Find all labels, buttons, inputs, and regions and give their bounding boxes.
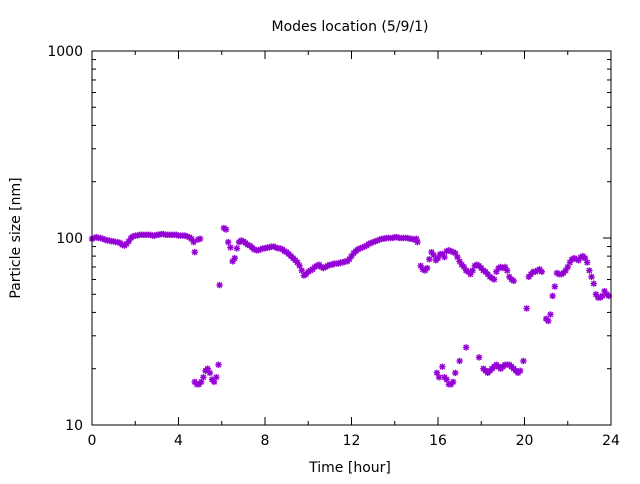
data-point <box>588 273 595 281</box>
data-point <box>510 277 517 285</box>
tick-labels: 0 4 8 12 16 20 24 10 100 1000 <box>47 44 620 449</box>
data-point <box>449 378 457 386</box>
chart-title: Modes location (5/9/1) <box>272 19 429 35</box>
data-point <box>605 292 613 300</box>
data-point <box>196 235 204 243</box>
data-point <box>523 305 530 312</box>
data-point <box>545 317 552 325</box>
data-point <box>549 292 556 300</box>
data-point <box>222 226 230 233</box>
data-point <box>547 311 554 318</box>
data-point <box>430 251 437 259</box>
x-tick-label: 16 <box>429 433 447 449</box>
data-point <box>590 280 597 287</box>
data-point <box>475 354 483 361</box>
data-point <box>452 369 459 377</box>
x-tick-label: 4 <box>174 433 183 449</box>
x-tick-label: 8 <box>261 433 270 449</box>
data-points <box>88 224 613 388</box>
data-point <box>231 254 238 262</box>
data-point <box>439 363 446 370</box>
data-point <box>456 357 463 365</box>
data-point <box>414 238 421 246</box>
data-point <box>233 245 241 252</box>
plot-frame <box>91 50 612 426</box>
y-tick-label: 10 <box>65 418 83 434</box>
data-point <box>516 367 524 374</box>
data-point <box>426 256 433 263</box>
y-tick-label: 1000 <box>47 44 83 60</box>
data-point <box>298 267 305 274</box>
x-axis-title: Time [hour] <box>308 460 391 476</box>
data-point <box>538 268 545 275</box>
x-tick-label: 24 <box>602 433 620 449</box>
data-point <box>551 283 558 290</box>
data-point <box>520 357 527 365</box>
data-point <box>215 361 222 368</box>
data-point <box>462 344 470 351</box>
y-tick-label: 100 <box>56 231 83 247</box>
data-point <box>200 374 207 381</box>
data-point <box>225 238 232 246</box>
data-point <box>586 267 593 274</box>
data-point <box>229 258 236 265</box>
data-point <box>213 374 220 381</box>
data-point <box>584 259 591 266</box>
data-point <box>191 248 198 256</box>
data-point <box>227 244 234 251</box>
x-tick-label: 20 <box>516 433 534 449</box>
x-tick-label: 0 <box>88 433 97 449</box>
data-point <box>504 267 511 274</box>
data-point <box>206 369 214 377</box>
y-axis-title: Particle size [nm] <box>8 177 24 298</box>
data-point <box>216 281 223 289</box>
x-tick-label: 12 <box>343 433 361 449</box>
data-point <box>435 374 443 381</box>
data-point <box>441 253 448 261</box>
data-point <box>491 276 498 283</box>
data-point <box>423 264 431 272</box>
